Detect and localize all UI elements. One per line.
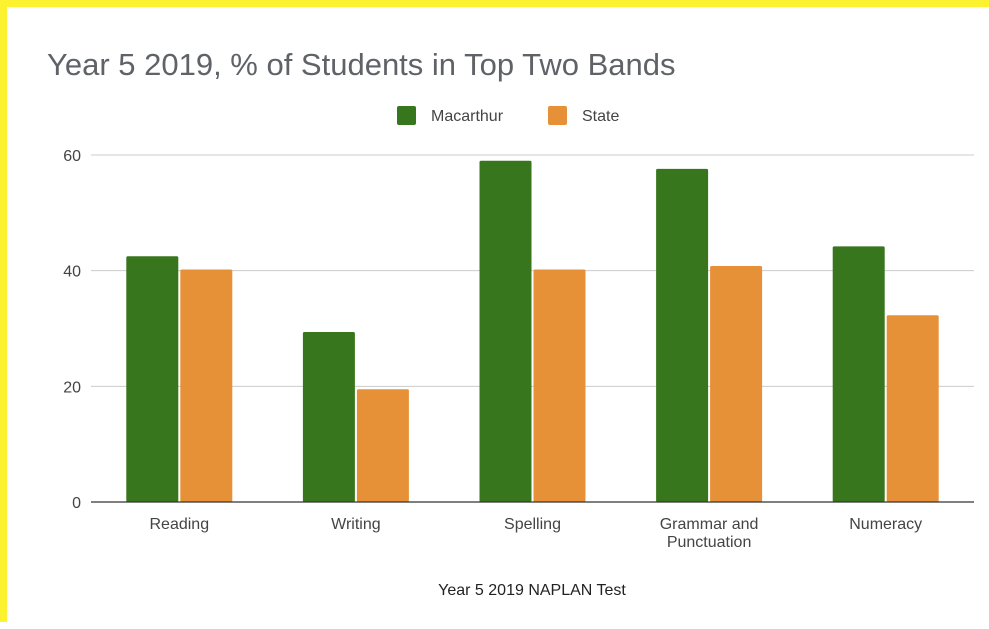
bar-chart-plot: 0 20 40 60 Reading Writing Spelling Grammar and… [63, 106, 974, 599]
legend-swatch-state [548, 106, 567, 125]
x-tick-label-grammar-and-punctuation: Grammar and Punctuation [660, 516, 759, 551]
y-tick-label-40: 40 [63, 264, 81, 281]
bar-macarthur-spelling [479, 160, 532, 503]
bar-state-reading [180, 269, 233, 502]
x-axis-title: Year 5 2019 NAPLAN Test [438, 582, 626, 599]
bar-macarthur-grammar-and-punctuation [656, 168, 709, 502]
legend-swatch-macarthur [397, 106, 416, 125]
bar-state-spelling [533, 269, 586, 502]
legend-label-state: State [582, 108, 619, 125]
bar-state-writing [356, 389, 409, 502]
x-tick-label-spelling: Spelling [504, 516, 561, 533]
x-tick-label-reading: Reading [149, 516, 209, 533]
legend-label-macarthur: Macarthur [431, 108, 504, 125]
bar-state-numeracy [886, 315, 939, 502]
x-tick-label-writing: Writing [331, 516, 381, 533]
bar-macarthur-writing [302, 331, 355, 502]
chart-title: Year 5 2019, % of Students in Top Two Ba… [47, 47, 676, 82]
y-tick-label-20: 20 [63, 379, 81, 396]
x-tick-label-numeracy: Numeracy [849, 516, 922, 533]
y-tick-label-60: 60 [63, 148, 81, 165]
bar-macarthur-numeracy [832, 246, 885, 502]
y-tick-label-0: 0 [72, 495, 81, 512]
bar-macarthur-reading [126, 256, 179, 502]
bar-state-grammar-and-punctuation [710, 266, 763, 502]
